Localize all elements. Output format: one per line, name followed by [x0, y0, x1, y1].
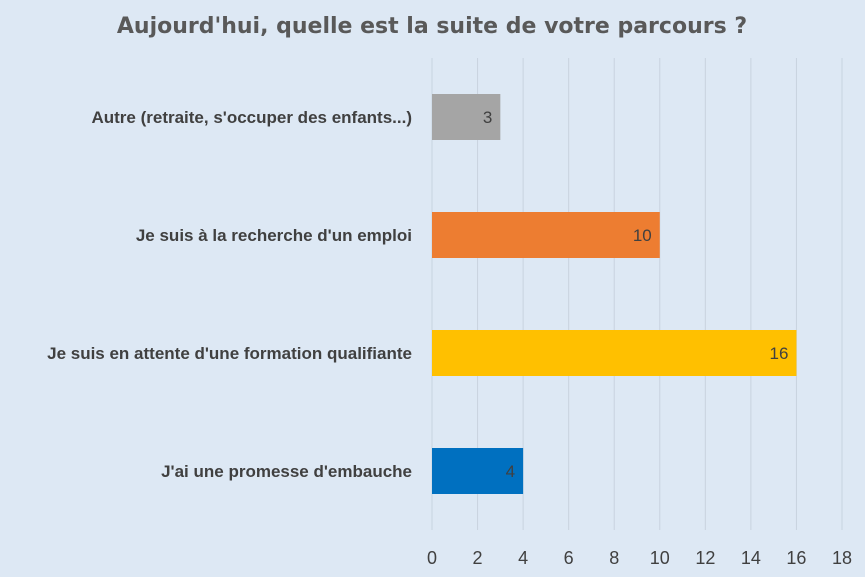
- x-tick-label: 14: [741, 548, 761, 568]
- category-label: Je suis en attente d'une formation quali…: [47, 344, 412, 363]
- bar: [432, 94, 501, 140]
- bar: [432, 212, 660, 258]
- category-label: Je suis à la recherche d'un emploi: [136, 226, 412, 245]
- bar: [432, 330, 797, 376]
- x-tick-label: 18: [832, 548, 852, 568]
- x-tick-label: 4: [518, 548, 528, 568]
- x-tick-label: 12: [695, 548, 715, 568]
- bars: 3 10 16 4: [432, 94, 797, 494]
- category-label: J'ai une promesse d'embauche: [161, 462, 412, 481]
- data-label: 3: [483, 108, 492, 127]
- data-label: 10: [633, 226, 652, 245]
- x-axis-ticks: 0 2 4 6 8 10 12 14 16 18: [427, 548, 852, 568]
- x-tick-label: 8: [609, 548, 619, 568]
- category-label: Autre (retraite, s'occuper des enfants..…: [91, 108, 412, 127]
- x-tick-label: 0: [427, 548, 437, 568]
- x-tick-label: 10: [650, 548, 670, 568]
- x-tick-label: 6: [564, 548, 574, 568]
- x-tick-label: 16: [786, 548, 806, 568]
- category-labels: Autre (retraite, s'occuper des enfants..…: [47, 108, 412, 481]
- x-tick-label: 2: [473, 548, 483, 568]
- bar: [432, 448, 524, 494]
- data-label: 16: [770, 344, 789, 363]
- data-label: 4: [506, 462, 515, 481]
- chart-title: Aujourd'hui, quelle est la suite de votr…: [117, 14, 747, 39]
